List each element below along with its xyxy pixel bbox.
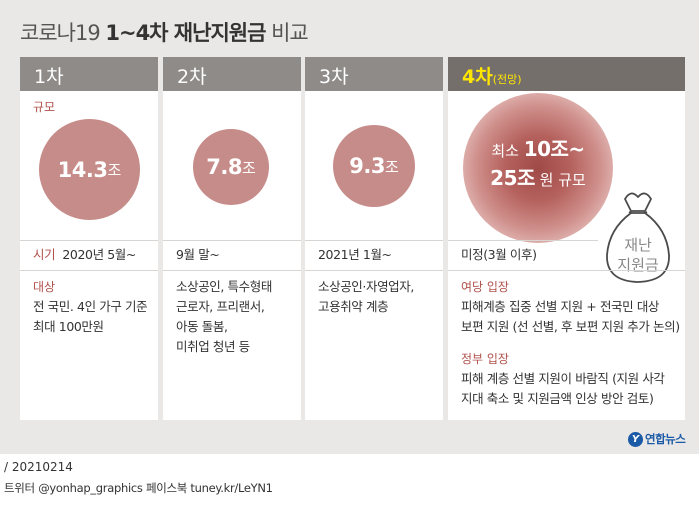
divider (20, 270, 158, 271)
round-3-target-line: 소상공인·자영업자, (318, 279, 414, 294)
money-bag-label: 재난 지원금 (601, 235, 675, 275)
divider (448, 240, 598, 241)
round-2-amount-circle: 7.8 조 (193, 129, 269, 205)
money-bag-label-line: 지원금 (617, 256, 659, 274)
round-3-unit: 조 (384, 157, 399, 176)
title-suffix: 비교 (265, 21, 309, 45)
round-4-amount-suffix: 원 규모 (534, 171, 586, 189)
round-4-header-sub: (전망) (492, 73, 522, 86)
scale-label: 규모 (33, 100, 56, 114)
footer-social: 트위터 @yonhap_graphics 페이스북 tuney.kr/LeYN1 (4, 481, 273, 495)
round-1-target-line: 최대 100만원 (33, 319, 104, 334)
ruling-party-label: 여당 입장 (461, 280, 509, 294)
money-bag-label-line: 재난 (624, 236, 652, 254)
divider (448, 270, 685, 271)
round-4-amount-prefix: 최소 (491, 142, 524, 160)
yonhap-logo: Y 연합뉴스 (628, 431, 686, 447)
infographic-panel: 코로나19 1~4차 재난지원금 비교 1차 규모 14.3 조 시기 2020년… (0, 0, 699, 454)
round-1-timing-row: 시기 2020년 5월~ (33, 245, 136, 265)
round-2-target-line: 근로자, 프리랜서, (176, 299, 265, 314)
government-line: 피해 계층 선별 지원이 바람직 (지원 사각 (461, 371, 665, 386)
title-bold: 1~4차 재난지원금 (105, 21, 266, 45)
round-2-unit: 조 (241, 158, 256, 177)
round-4-amount: 최소 10조~ 25조 원 규모 (463, 136, 613, 194)
round-3-amount-circle: 9.3 조 (333, 125, 415, 207)
round-1-amount-circle: 14.3 조 (39, 119, 140, 220)
round-4-column: 4차(전망) 최소 10조~ 25조 원 규모 재난 지원금 미정(3월 이후)… (448, 57, 685, 420)
round-4-timing: 미정(3월 이후) (461, 247, 537, 262)
round-4-amount-min: 10조~ (523, 137, 586, 161)
yonhap-logo-text: 연합뉴스 (645, 432, 686, 446)
round-4-header-label: 4차 (462, 66, 493, 88)
round-2-target-line: 소상공인, 특수형태 (176, 279, 272, 294)
timing-label: 시기 (33, 247, 56, 262)
round-3-target-line: 고용취약 계층 (318, 299, 389, 314)
title-prefix: 코로나19 (20, 21, 106, 45)
divider (305, 270, 443, 271)
government-line: 지대 축소 및 지원금액 인상 방안 검토) (461, 391, 654, 406)
round-2-header: 2차 (163, 57, 301, 91)
yonhap-logo-icon: Y (628, 431, 643, 447)
divider (163, 270, 301, 271)
round-4-header: 4차(전망) (448, 57, 685, 91)
footer-date: / 20210214 (4, 460, 73, 474)
target-label: 대상 (33, 280, 56, 294)
money-bag-icon (606, 192, 670, 283)
round-1-header: 1차 (20, 57, 158, 91)
round-1-column: 1차 규모 14.3 조 시기 2020년 5월~ 대상 전 국민. 4인 가구 … (20, 57, 158, 420)
round-3-column: 3차 9.3 조 2021년 1월~ 소상공인·자영업자, 고용취약 계층 (305, 57, 443, 420)
divider (20, 240, 158, 241)
round-1-unit: 조 (107, 161, 122, 179)
round-4-amount-max: 25조 (490, 166, 535, 190)
divider (163, 240, 301, 241)
round-2-target-line: 아동 돌봄, (176, 319, 228, 334)
government-label: 정부 입장 (461, 352, 509, 366)
round-2-target-line: 미취업 청년 등 (176, 339, 250, 354)
round-2-amount: 7.8 (206, 155, 242, 179)
round-4-amount-circle (463, 93, 613, 243)
round-2-timing: 9월 말~ (176, 247, 220, 262)
round-3-header: 3차 (305, 57, 443, 91)
round-3-amount: 9.3 (349, 154, 385, 178)
round-2-column: 2차 7.8 조 9월 말~ 소상공인, 특수형태 근로자, 프리랜서, 아동 돌… (163, 57, 301, 420)
round-1-timing: 2020년 5월~ (62, 247, 136, 262)
ruling-party-line: 피해계층 집중 선별 지원 + 전국민 대상 (461, 299, 660, 314)
round-1-amount: 14.3 (57, 157, 108, 182)
divider (305, 240, 443, 241)
round-1-target-line: 전 국민. 4인 가구 기준 (33, 299, 148, 314)
page-title: 코로나19 1~4차 재난지원금 비교 (20, 17, 309, 47)
ruling-party-line: 보편 지원 (선 선별, 후 보편 지원 추가 논의) (461, 319, 680, 334)
round-3-timing: 2021년 1월~ (318, 247, 392, 262)
